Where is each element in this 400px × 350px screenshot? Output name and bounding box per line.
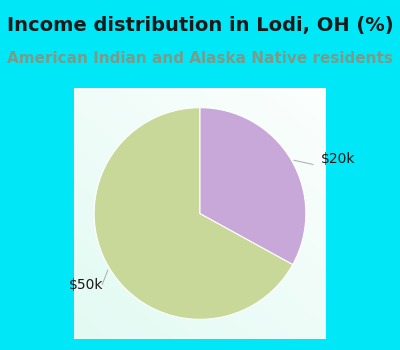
Text: $20k: $20k xyxy=(321,152,356,166)
Text: American Indian and Alaska Native residents: American Indian and Alaska Native reside… xyxy=(7,51,393,66)
Text: $50k: $50k xyxy=(69,278,104,292)
Wedge shape xyxy=(200,108,306,265)
Wedge shape xyxy=(94,108,293,319)
Text: Income distribution in Lodi, OH (%): Income distribution in Lodi, OH (%) xyxy=(7,16,393,35)
